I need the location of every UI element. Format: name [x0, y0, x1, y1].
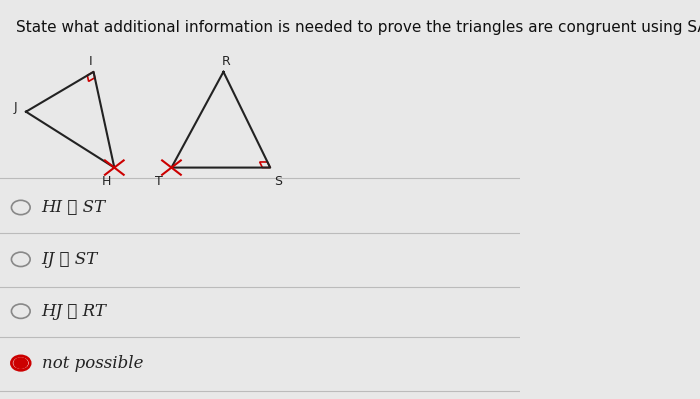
- Text: J: J: [14, 101, 18, 114]
- Text: T: T: [155, 175, 162, 188]
- Text: not possible: not possible: [41, 355, 143, 371]
- Text: S: S: [274, 175, 282, 188]
- Text: State what additional information is needed to prove the triangles are congruent: State what additional information is nee…: [15, 20, 700, 35]
- Text: H: H: [102, 175, 111, 188]
- Circle shape: [11, 356, 30, 370]
- Text: IJ ≅ ST: IJ ≅ ST: [41, 251, 98, 268]
- Text: I: I: [89, 55, 92, 68]
- Circle shape: [14, 358, 27, 368]
- Text: HI ≅ ST: HI ≅ ST: [41, 199, 106, 216]
- Text: R: R: [222, 55, 230, 68]
- Text: HJ ≅ RT: HJ ≅ RT: [41, 303, 106, 320]
